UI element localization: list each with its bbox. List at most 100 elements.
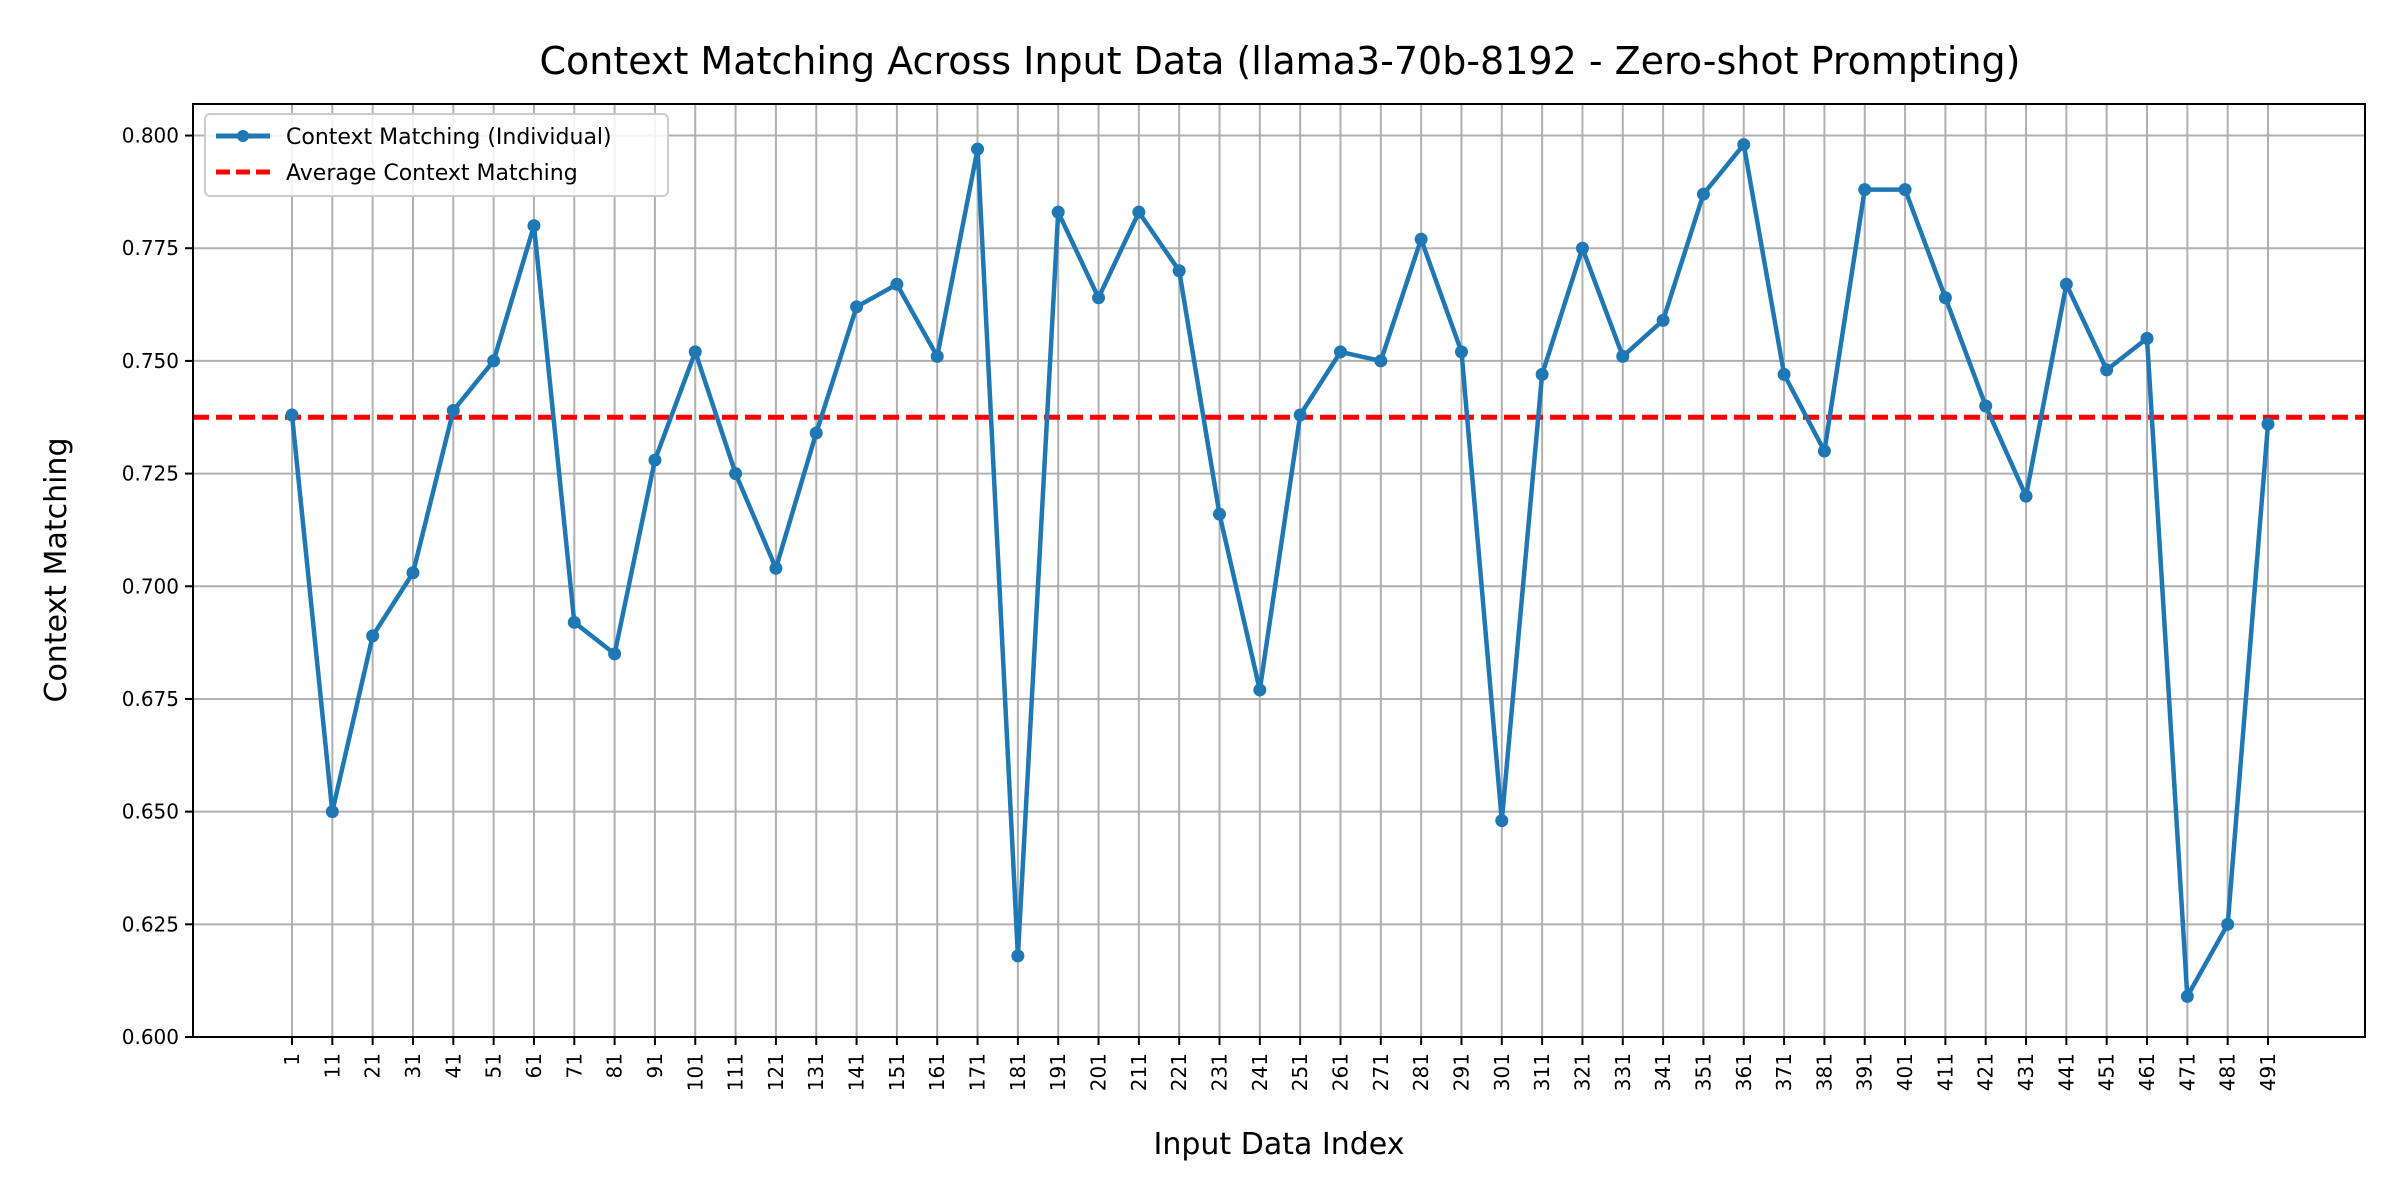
series-line-individual (289, 142, 2271, 999)
data-point (2059, 277, 2073, 291)
x-tick-label: 371 (1772, 1053, 1796, 1091)
y-tick-label: 0.750 (122, 349, 179, 373)
data-point (1011, 949, 1025, 963)
data-point (1253, 683, 1267, 697)
data-point (1656, 313, 1670, 327)
data-point (1777, 367, 1791, 381)
x-tick-label: 481 (2216, 1053, 2240, 1091)
data-point (2180, 989, 2194, 1003)
x-tick-label: 41 (441, 1053, 465, 1078)
data-point (1333, 345, 1347, 359)
x-tick-label: 311 (1530, 1053, 1554, 1091)
data-point (2261, 417, 2275, 431)
y-tick-label: 0.700 (122, 574, 179, 598)
x-tick-label: 191 (1046, 1053, 1070, 1091)
x-tick-label: 81 (603, 1053, 627, 1078)
data-point (688, 345, 702, 359)
data-point (1696, 187, 1710, 201)
x-tick-label: 251 (1288, 1053, 1312, 1091)
data-point (930, 349, 944, 363)
x-tick-label: 211 (1127, 1053, 1151, 1091)
y-tick-label: 0.650 (122, 800, 179, 824)
plot-frame (192, 103, 2366, 1038)
x-tick-label: 461 (2135, 1053, 2159, 1091)
x-tick-label: 441 (2054, 1053, 2078, 1091)
x-tick-label: 401 (1893, 1053, 1917, 1091)
data-point (487, 354, 501, 368)
y-ticks: 0.600 0.625 0.650 0.675 0.700 0.725 0.750 0.775… (122, 124, 193, 1049)
data-point (1575, 241, 1589, 255)
data-point (446, 403, 460, 417)
x-tick-label: 241 (1248, 1053, 1272, 1091)
data-point (1858, 183, 1872, 197)
legend: Context Matching (Individual) Average Co… (204, 113, 669, 197)
x-tick-label: 201 (1087, 1053, 1111, 1091)
x-tick-label: 341 (1651, 1053, 1675, 1091)
x-tick-label: 261 (1328, 1053, 1352, 1091)
data-point (1616, 349, 1630, 363)
y-tick-label: 0.725 (122, 462, 179, 486)
x-tick-label: 91 (643, 1053, 667, 1078)
data-point (1535, 367, 1549, 381)
x-tick-label: 61 (522, 1053, 546, 1078)
data-point (729, 467, 743, 481)
data-point (1213, 507, 1227, 521)
data-point (1454, 345, 1468, 359)
x-tick-label: 141 (845, 1053, 869, 1091)
data-point (1132, 205, 1146, 219)
data-point (608, 647, 622, 661)
x-axis-label: Input Data Index (1154, 1127, 1405, 1162)
x-tick-label: 291 (1449, 1053, 1473, 1091)
legend-label-individual: Context Matching (Individual) (286, 125, 612, 150)
data-point (527, 219, 541, 233)
data-point (1898, 183, 1912, 197)
x-tick-label: 301 (1490, 1053, 1514, 1091)
x-tick-label: 361 (1732, 1053, 1756, 1091)
x-tick-label: 471 (2175, 1053, 2199, 1091)
y-tick-label: 0.600 (122, 1025, 179, 1049)
series-layer (285, 138, 2275, 1003)
x-tick-label: 181 (1006, 1053, 1030, 1091)
legend-marker-individual (237, 130, 249, 142)
data-point (1979, 399, 1993, 413)
data-point (285, 408, 299, 422)
data-point (1051, 205, 1065, 219)
x-tick-label: 411 (1933, 1053, 1957, 1091)
y-tick-label: 0.775 (122, 236, 179, 260)
x-tick-label: 161 (925, 1053, 949, 1091)
x-tick-label: 131 (804, 1053, 828, 1091)
x-tick-label: 381 (1812, 1053, 1836, 1091)
data-point (366, 629, 380, 643)
data-point (325, 805, 339, 819)
data-point (890, 277, 904, 291)
data-point (1172, 264, 1186, 278)
x-tick-label: 271 (1369, 1053, 1393, 1091)
x-tick-label: 51 (482, 1053, 506, 1078)
data-point (1293, 408, 1307, 422)
data-point (1414, 232, 1428, 246)
legend-label-average: Average Context Matching (286, 161, 578, 186)
x-tick-label: 101 (683, 1053, 707, 1091)
y-axis-label: Context Matching (39, 438, 74, 703)
x-tick-label: 331 (1611, 1053, 1635, 1091)
legend-box (204, 113, 669, 197)
data-point (1737, 138, 1751, 152)
data-point (2019, 489, 2033, 503)
x-ticks: 1 11 21 31 41 51 61 71 81 91 101 111 121 131 141 151 161… (280, 1037, 2280, 1091)
data-point (406, 566, 420, 580)
data-point (1092, 291, 1106, 305)
y-tick-label: 0.625 (122, 912, 179, 936)
data-point (567, 615, 581, 629)
x-tick-label: 121 (764, 1053, 788, 1091)
x-tick-label: 111 (724, 1053, 748, 1091)
x-tick-label: 221 (1167, 1053, 1191, 1091)
x-tick-label: 321 (1570, 1053, 1594, 1091)
data-point (2100, 363, 2114, 377)
data-point (769, 561, 783, 575)
x-tick-label: 151 (885, 1053, 909, 1091)
x-tick-label: 431 (2014, 1053, 2038, 1091)
x-tick-label: 391 (1853, 1053, 1877, 1091)
x-tick-label: 421 (1974, 1053, 1998, 1091)
x-tick-label: 21 (361, 1053, 385, 1078)
